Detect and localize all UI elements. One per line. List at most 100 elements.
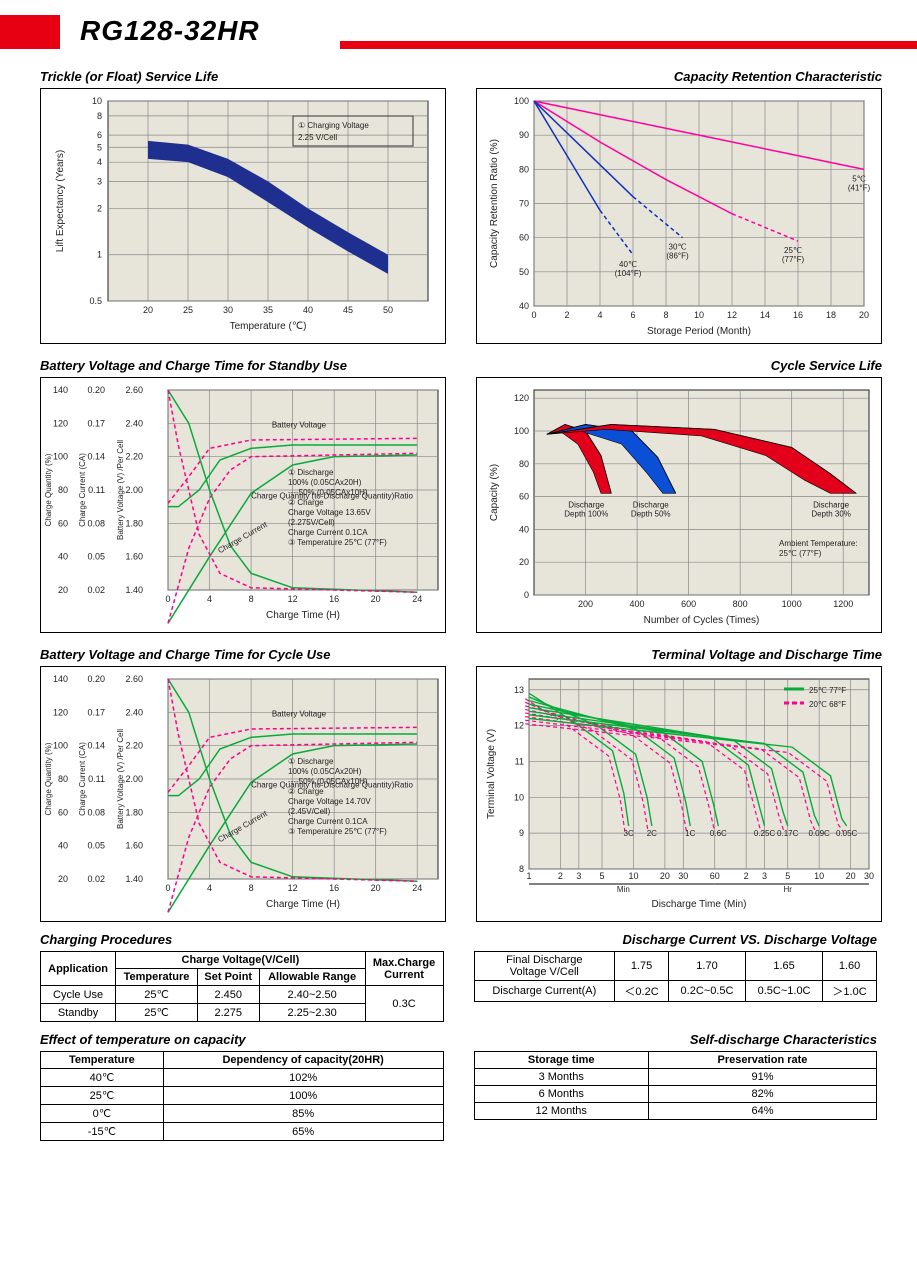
svg-text:2.40: 2.40 xyxy=(125,418,143,428)
svg-text:Charge Current (CA): Charge Current (CA) xyxy=(78,742,87,816)
svg-text:40℃: 40℃ xyxy=(619,260,637,269)
svg-text:1: 1 xyxy=(97,250,102,260)
svg-text:4: 4 xyxy=(207,594,212,604)
chart-retention: 024681012141618204050607080901005℃(41°F)… xyxy=(476,88,882,344)
chart-title-terminal: Terminal Voltage and Discharge Time xyxy=(476,647,882,662)
svg-text:2.60: 2.60 xyxy=(125,674,143,684)
svg-text:2.25 V/Cell: 2.25 V/Cell xyxy=(298,133,337,142)
svg-text:Terminal Voltage (V): Terminal Voltage (V) xyxy=(486,729,497,819)
svg-text:120: 120 xyxy=(514,393,529,403)
svg-text:70: 70 xyxy=(519,199,529,209)
chart-terminal: 8910111213123510203060235102030MinHrDisc… xyxy=(476,666,882,922)
svg-text:20: 20 xyxy=(371,883,381,893)
svg-text:① Discharge: ① Discharge xyxy=(288,757,334,766)
svg-text:Charge Current (CA): Charge Current (CA) xyxy=(78,453,87,527)
svg-text:14: 14 xyxy=(760,310,770,320)
chart-cyclelife: 20040060080010001200020406080100120Disch… xyxy=(476,377,882,633)
svg-text:2.40: 2.40 xyxy=(125,707,143,717)
svg-text:200: 200 xyxy=(578,599,593,609)
svg-text:0.17: 0.17 xyxy=(87,707,105,717)
svg-text:16: 16 xyxy=(793,310,803,320)
svg-text:Lift Expectancy (Years): Lift Expectancy (Years) xyxy=(55,150,66,252)
svg-text:0: 0 xyxy=(524,590,529,600)
svg-text:25℃ 77°F: 25℃ 77°F xyxy=(809,686,846,695)
svg-text:40: 40 xyxy=(303,305,313,315)
svg-text:5: 5 xyxy=(785,871,790,881)
header-red-right xyxy=(340,41,917,49)
svg-text:0.17C: 0.17C xyxy=(777,829,799,838)
svg-text:80: 80 xyxy=(519,164,529,174)
svg-text:60: 60 xyxy=(58,518,68,528)
svg-text:Charge Quantity (%): Charge Quantity (%) xyxy=(44,453,53,526)
svg-text:40: 40 xyxy=(58,552,68,562)
svg-text:0.02: 0.02 xyxy=(87,585,105,595)
chart-standby: 04812162024200.021.40400.051.60600.081.8… xyxy=(40,377,446,633)
svg-text:0.14: 0.14 xyxy=(87,452,105,462)
svg-text:2.00: 2.00 xyxy=(125,485,143,495)
svg-text:2: 2 xyxy=(564,310,569,320)
table-row: 40℃102% xyxy=(41,1069,444,1087)
chart-cycle: 04812162024200.021.40400.051.60600.081.8… xyxy=(40,666,446,922)
svg-text:0.25C: 0.25C xyxy=(754,829,776,838)
svg-text:800: 800 xyxy=(733,599,748,609)
svg-text:12: 12 xyxy=(727,310,737,320)
svg-text:0.20: 0.20 xyxy=(87,674,105,684)
svg-text:100: 100 xyxy=(514,426,529,436)
svg-text:Temperature (℃): Temperature (℃) xyxy=(230,321,307,332)
svg-text:2: 2 xyxy=(558,871,563,881)
svg-text:4: 4 xyxy=(207,883,212,893)
svg-text:50: 50 xyxy=(519,267,529,277)
svg-text:② Charge: ② Charge xyxy=(288,498,324,507)
table-row: 3 Months91% xyxy=(474,1069,877,1086)
header-red-left xyxy=(0,15,60,49)
svg-text:24: 24 xyxy=(412,883,422,893)
table-title-tempcap: Effect of temperature on capacity xyxy=(40,1032,444,1047)
svg-text:Discharge: Discharge xyxy=(813,500,850,509)
svg-text:0.08: 0.08 xyxy=(87,518,105,528)
svg-text:0.02: 0.02 xyxy=(87,874,105,884)
chart-title-cyclelife: Cycle Service Life xyxy=(476,358,882,373)
svg-text:Charge Time (H): Charge Time (H) xyxy=(266,899,340,910)
svg-text:Discharge: Discharge xyxy=(633,500,670,509)
svg-text:----50% (0.05CAx10H): ----50% (0.05CAx10H) xyxy=(288,777,368,786)
svg-text:0.14: 0.14 xyxy=(87,741,105,751)
svg-text:4: 4 xyxy=(597,310,602,320)
svg-text:Ambient Temperature:: Ambient Temperature: xyxy=(779,539,858,548)
th-sp: Set Point xyxy=(197,969,259,986)
svg-text:60: 60 xyxy=(710,871,720,881)
svg-text:11: 11 xyxy=(515,756,524,766)
svg-text:100% (0.05CAx20H): 100% (0.05CAx20H) xyxy=(288,478,362,487)
svg-text:1C: 1C xyxy=(685,829,695,838)
svg-text:(77°F): (77°F) xyxy=(782,255,805,264)
svg-text:140: 140 xyxy=(53,674,68,684)
svg-text:3C: 3C xyxy=(624,829,634,838)
svg-text:2: 2 xyxy=(744,871,749,881)
svg-text:20: 20 xyxy=(58,874,68,884)
svg-text:2.00: 2.00 xyxy=(125,774,143,784)
svg-text:20: 20 xyxy=(660,871,670,881)
svg-text:5: 5 xyxy=(97,142,102,152)
svg-text:0.6C: 0.6C xyxy=(710,829,727,838)
svg-text:Number of Cycles (Times): Number of Cycles (Times) xyxy=(644,615,760,626)
chart-title-cycle: Battery Voltage and Charge Time for Cycl… xyxy=(40,647,446,662)
svg-text:13: 13 xyxy=(514,685,524,695)
svg-text:1200: 1200 xyxy=(833,599,853,609)
svg-text:40: 40 xyxy=(58,841,68,851)
svg-text:90: 90 xyxy=(519,130,529,140)
svg-text:0.05: 0.05 xyxy=(87,552,105,562)
svg-text:(2.45V/Cell): (2.45V/Cell) xyxy=(288,807,331,816)
svg-text:0.5: 0.5 xyxy=(89,296,102,306)
svg-text:30: 30 xyxy=(864,871,874,881)
svg-text:5℃: 5℃ xyxy=(852,174,865,183)
svg-text:20: 20 xyxy=(143,305,153,315)
svg-text:(86°F): (86°F) xyxy=(666,252,689,261)
svg-text:Charge Time (H): Charge Time (H) xyxy=(266,610,340,621)
header-bar: RG128-32HR xyxy=(0,15,917,55)
svg-text:10: 10 xyxy=(628,871,638,881)
svg-text:600: 600 xyxy=(681,599,696,609)
svg-text:9: 9 xyxy=(519,828,524,838)
table-row: 25℃100% xyxy=(41,1087,444,1105)
svg-text:8: 8 xyxy=(249,594,254,604)
table-row: 12 Months64% xyxy=(474,1103,877,1120)
svg-text:Charge Current 0.1CA: Charge Current 0.1CA xyxy=(288,817,368,826)
